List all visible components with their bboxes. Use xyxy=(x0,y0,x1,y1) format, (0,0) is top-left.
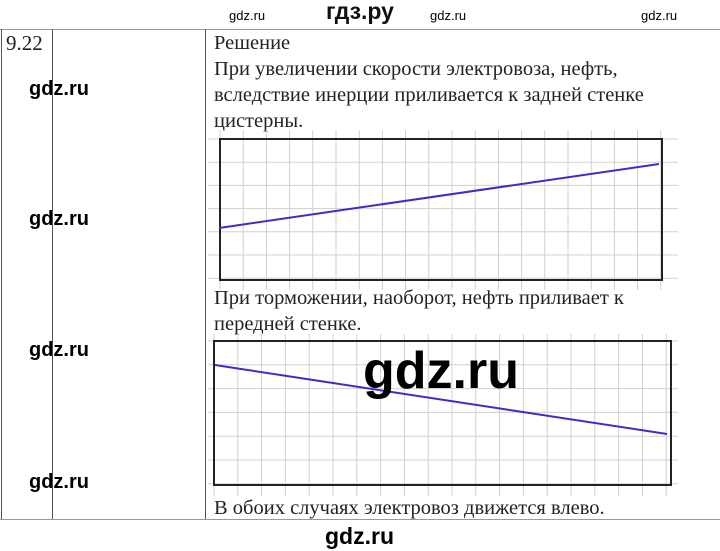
table-column-divider xyxy=(205,29,206,519)
site-header: гдз.ру xyxy=(326,0,394,24)
figure-accelerating xyxy=(208,130,678,290)
watermark: gdz.ru xyxy=(641,8,678,23)
watermark: gdz.ru xyxy=(29,208,89,230)
solution-label: Решение xyxy=(214,32,291,54)
watermark: gdz.ru xyxy=(229,8,266,23)
watermark: gdz.ru xyxy=(29,78,89,100)
table-bottom-border xyxy=(0,519,720,520)
table-column-divider xyxy=(52,29,53,519)
text-line: цистерны. xyxy=(214,110,304,132)
text-line: вследствие инерции приливается к задней … xyxy=(214,84,644,106)
task-number: 9.22 xyxy=(6,31,43,55)
table-left-border xyxy=(1,29,2,519)
table-top-border xyxy=(0,29,720,30)
watermark: gdz.ru xyxy=(363,342,519,400)
oil-surface-line xyxy=(214,364,668,435)
tank-frame xyxy=(219,138,663,281)
watermark: gdz.ru xyxy=(29,471,89,493)
watermark: gdz.ru xyxy=(430,8,467,23)
figure-braking xyxy=(208,334,678,496)
tank-frame xyxy=(213,340,672,486)
text-line: передней стенке. xyxy=(214,313,362,335)
text-line: При торможении, наоборот, нефть приливае… xyxy=(214,287,624,309)
text-line: При увеличении скорости электровоза, неф… xyxy=(214,58,618,80)
watermark: gdz.ru xyxy=(29,339,89,361)
watermark: gdz.ru xyxy=(325,523,394,549)
oil-surface-line xyxy=(218,163,660,229)
conclusion-text: В обоих случаях электровоз движется влев… xyxy=(214,497,605,519)
